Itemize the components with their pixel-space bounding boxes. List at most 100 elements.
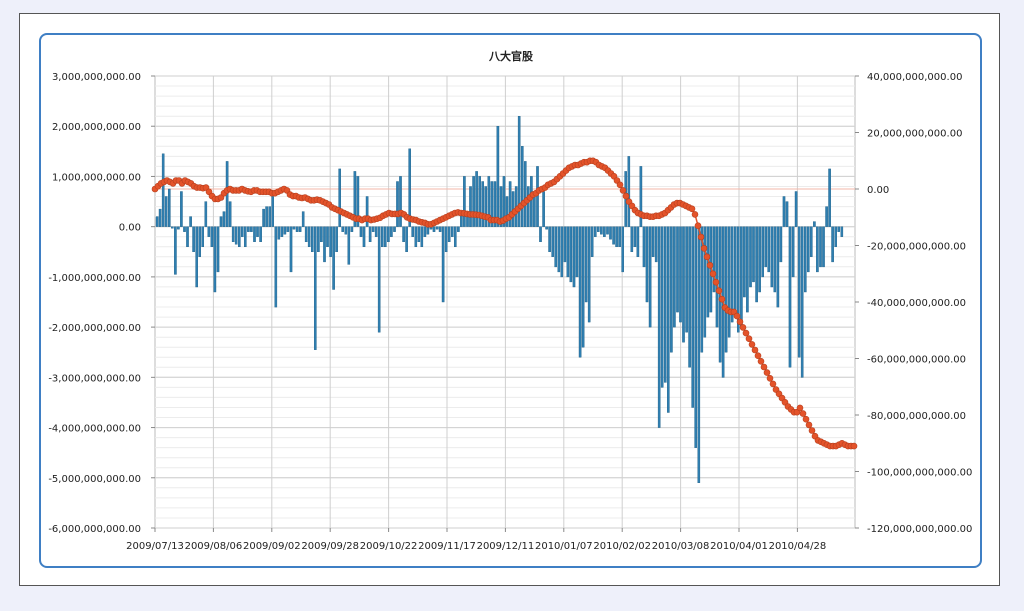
bar	[676, 226, 679, 313]
bar	[530, 176, 533, 227]
bar	[466, 216, 469, 227]
line-point	[733, 312, 741, 320]
bar	[335, 226, 338, 252]
bar	[469, 186, 472, 227]
bar	[438, 226, 442, 232]
bar	[563, 226, 567, 263]
line-point	[688, 205, 696, 213]
bar	[155, 216, 159, 227]
line-point	[700, 245, 708, 252]
bar	[694, 226, 697, 448]
line-point	[748, 341, 756, 348]
bar	[198, 226, 202, 257]
bar	[551, 226, 554, 257]
line-point	[796, 404, 804, 412]
bar	[496, 125, 500, 227]
y-right-tick-label: -120,000,000,000.00	[867, 524, 972, 535]
x-tick-label: 2009/09/28	[301, 541, 359, 552]
line-point	[715, 287, 723, 295]
bar	[289, 226, 293, 273]
bar	[186, 226, 189, 247]
bar	[813, 221, 816, 227]
y-left-tick-label: -5,000,000,000.00	[48, 474, 141, 485]
x-tick-label: 2010/02/02	[593, 541, 651, 552]
line-point	[754, 352, 762, 360]
bar	[651, 226, 655, 257]
bar	[435, 226, 439, 230]
bar	[362, 226, 366, 247]
bar	[304, 226, 308, 242]
bar	[499, 186, 503, 227]
bar	[679, 226, 682, 323]
bar	[377, 226, 381, 333]
bar	[475, 171, 478, 227]
bar	[664, 226, 667, 383]
bar	[819, 226, 822, 268]
bar	[441, 226, 445, 303]
bar	[408, 148, 412, 227]
bar	[371, 226, 375, 232]
bar	[384, 226, 387, 247]
bar	[317, 226, 320, 252]
line-point	[712, 278, 720, 286]
bar	[825, 206, 828, 227]
y-left-tick-label: 3,000,000,000.00	[52, 72, 141, 83]
y-right-tick-label: -20,000,000,000.00	[867, 242, 966, 253]
x-tick-label: 2009/12/11	[477, 541, 535, 552]
y-left-tick-label: -4,000,000,000.00	[48, 424, 141, 435]
bar	[487, 176, 491, 227]
line-point	[766, 374, 774, 382]
bar	[633, 226, 637, 247]
line-point	[739, 324, 747, 331]
bar	[810, 226, 813, 257]
bar	[764, 226, 767, 268]
bar	[828, 168, 831, 227]
bar	[667, 226, 670, 413]
bar	[253, 226, 256, 242]
bar	[572, 226, 576, 288]
y-left-tick-label: 2,000,000,000.00	[52, 122, 141, 133]
bar	[365, 196, 369, 227]
bar	[457, 226, 460, 232]
bar	[320, 226, 323, 242]
bar	[794, 191, 798, 227]
bar	[800, 226, 804, 378]
bar	[280, 226, 284, 237]
bar	[265, 206, 268, 227]
bar	[606, 226, 609, 235]
line-point	[763, 369, 771, 376]
bar	[444, 226, 448, 252]
bar	[426, 226, 430, 235]
bar	[816, 226, 819, 273]
bar	[834, 226, 837, 247]
bar	[341, 226, 345, 232]
bar	[749, 226, 752, 288]
line-series	[151, 157, 858, 450]
bar	[712, 226, 716, 293]
bar	[727, 226, 731, 338]
bar	[323, 226, 326, 263]
bar	[240, 226, 244, 237]
bar	[210, 226, 214, 247]
line-point	[691, 211, 699, 218]
line-point	[694, 222, 702, 229]
bar	[183, 226, 186, 232]
bar	[268, 206, 272, 227]
bar	[557, 226, 561, 273]
bar	[578, 226, 582, 358]
bar	[402, 226, 405, 242]
bar	[807, 226, 810, 273]
bar	[201, 226, 205, 247]
bar	[195, 226, 199, 288]
bar	[259, 226, 262, 242]
bar	[612, 226, 615, 245]
bar	[222, 211, 226, 227]
bar	[575, 226, 579, 278]
bar	[755, 226, 758, 303]
bar	[396, 181, 399, 227]
x-tick-label: 2009/07/13	[126, 541, 184, 552]
bar	[773, 226, 777, 293]
bar	[603, 226, 606, 237]
bar	[423, 226, 427, 237]
bar	[584, 226, 588, 303]
